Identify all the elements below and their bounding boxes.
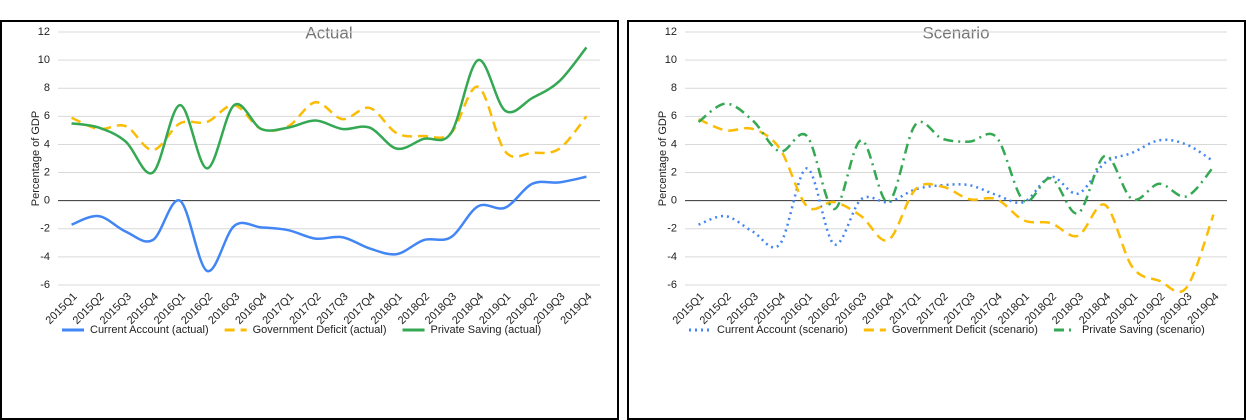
- chart-title: Actual: [305, 23, 352, 42]
- legend-label: Government Deficit (actual): [253, 324, 387, 336]
- legend-label: Current Account (scenario): [717, 324, 848, 336]
- chart-title: Scenario: [922, 23, 989, 42]
- y-tick-label: -6: [40, 279, 50, 291]
- y-tick-label: 12: [665, 26, 677, 38]
- y-tick-label: 12: [38, 26, 50, 38]
- legend-label: Current Account (actual): [90, 324, 209, 336]
- y-tick-label: -4: [40, 251, 50, 263]
- data-line: [698, 117, 1215, 294]
- y-tick-label: -6: [667, 279, 677, 291]
- y-tick-label: 2: [671, 166, 677, 178]
- y-tick-label: 4: [671, 138, 677, 150]
- panel-border: [627, 20, 1246, 420]
- y-tick-label: 2: [44, 166, 50, 178]
- y-tick-label: -4: [667, 251, 677, 263]
- y-tick-label: 10: [38, 54, 50, 66]
- y-tick-label: 10: [665, 54, 677, 66]
- y-tick-label: 8: [44, 82, 50, 94]
- y-axis-label: Percentage of GDP: [657, 111, 669, 206]
- legend-label: Government Deficit (scenario): [892, 324, 1038, 336]
- y-tick-label: 8: [671, 82, 677, 94]
- y-axis-label: Percentage of GDP: [30, 111, 42, 206]
- data-line: [71, 85, 588, 159]
- panel-border: [0, 20, 619, 420]
- legend-label: Private Saving (actual): [431, 324, 542, 336]
- data-line: [697, 102, 1215, 215]
- data-line: [698, 138, 1215, 249]
- y-tick-label: 4: [44, 138, 50, 150]
- y-tick-label: 0: [671, 195, 677, 207]
- y-tick-label: 6: [671, 110, 677, 122]
- data-line: [71, 46, 588, 175]
- y-tick-label: 0: [44, 195, 50, 207]
- data-line: [71, 175, 587, 273]
- y-tick-label: -2: [667, 223, 677, 235]
- y-tick-label: -2: [40, 223, 50, 235]
- y-tick-label: 6: [44, 110, 50, 122]
- legend-label: Private Saving (scenario): [1082, 324, 1205, 336]
- chart-panel: Scenario Percentage of GDP -6 -4 -2 0 2 4 6 8 10 12…: [627, 20, 1246, 420]
